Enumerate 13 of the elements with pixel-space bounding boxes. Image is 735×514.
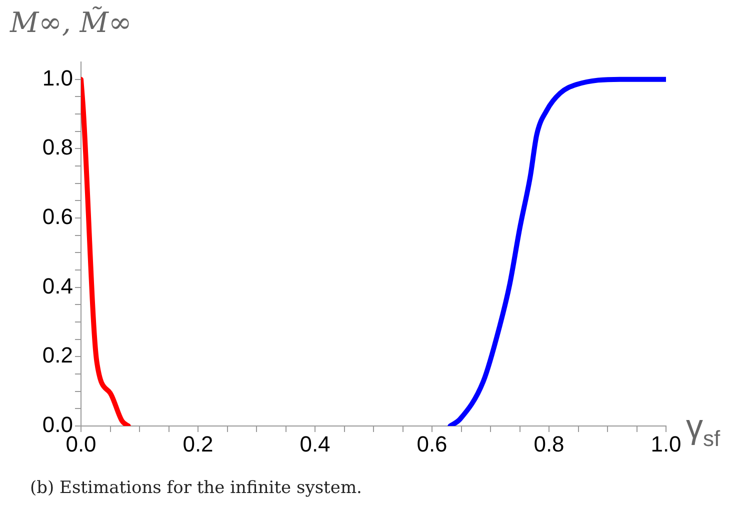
- y-axis-title: M∞, M̃∞: [10, 6, 132, 39]
- x-tick-label: 0.4: [300, 431, 330, 456]
- text: (b) Estimations for the infinite system.: [30, 478, 362, 498]
- x-tick-label: 1.0: [650, 431, 682, 456]
- x-tick-label: 0.6: [416, 431, 448, 456]
- x-axis-title: γ$_{sf}$: [686, 408, 720, 452]
- y-tick-label: 0.2: [42, 342, 73, 368]
- x-tick-label: 0.2: [182, 431, 214, 456]
- y-tick-label: 0.8: [42, 134, 73, 160]
- y-tick-label: 1.0: [42, 65, 73, 90]
- x-tick-label: 0.8: [534, 431, 564, 456]
- y-tick-label: 0.4: [42, 273, 73, 298]
- y-tick-label: 0.6: [42, 204, 73, 230]
